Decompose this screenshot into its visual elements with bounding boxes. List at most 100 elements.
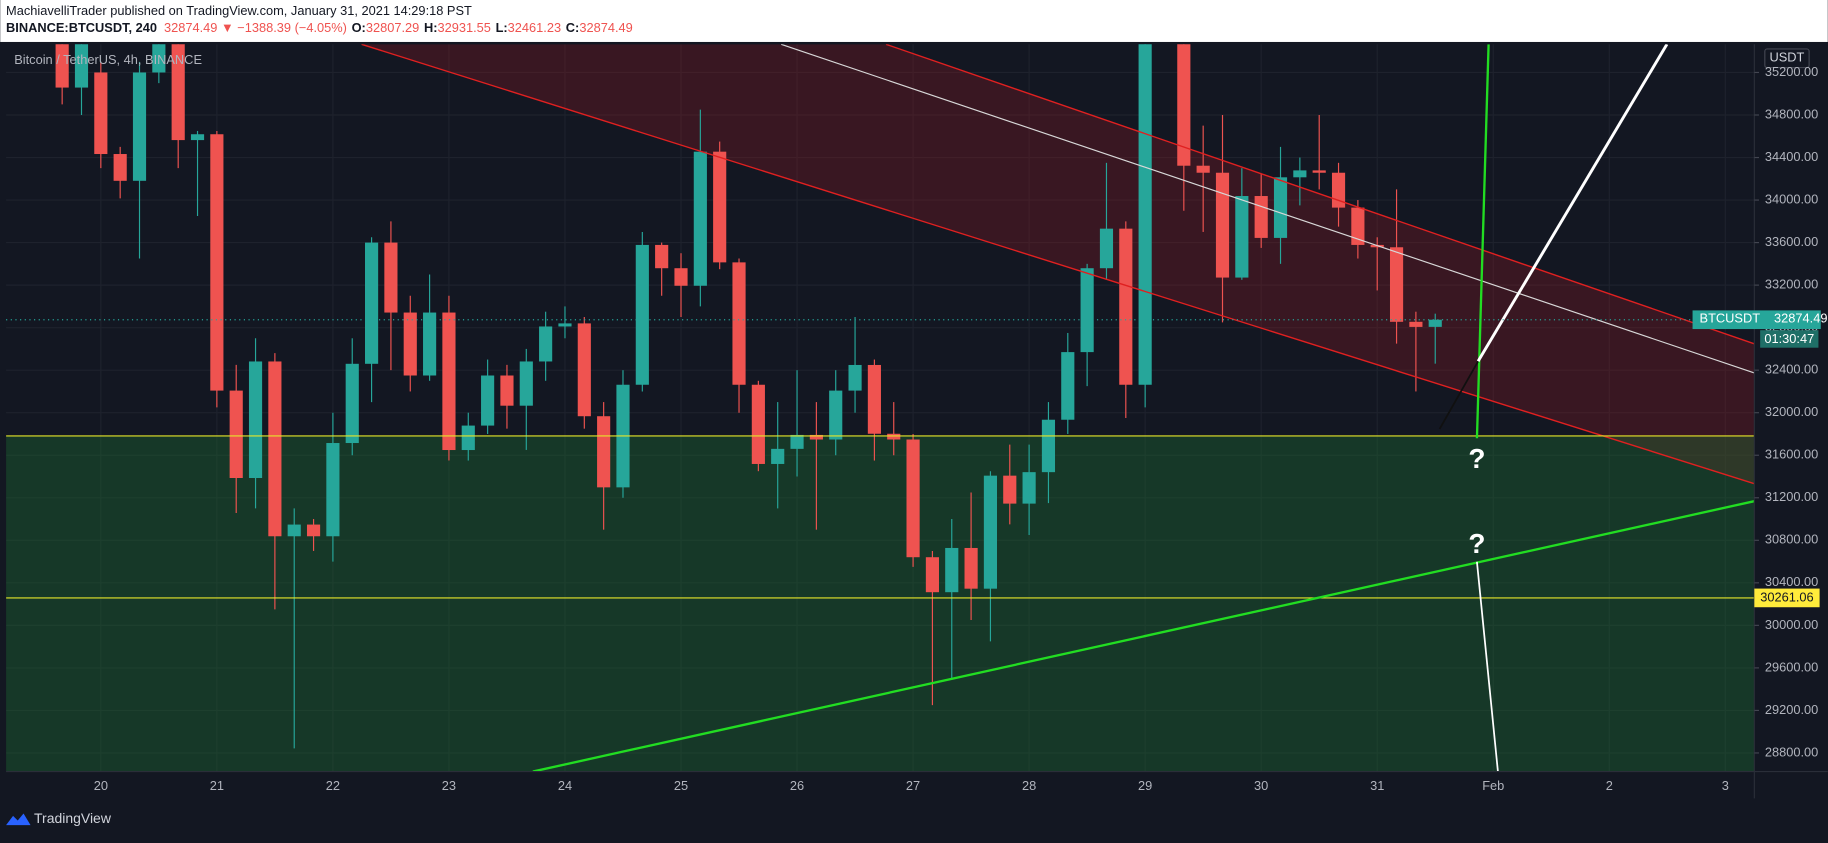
x-tick-label: 22 <box>326 778 340 793</box>
candle-body <box>248 361 263 478</box>
candle-body <box>925 557 939 593</box>
x-tick-label: 2 <box>1606 778 1613 793</box>
ohlc-label: L: <box>496 21 508 36</box>
candle-body <box>1138 44 1152 385</box>
candle-body <box>1196 165 1210 173</box>
y-tick-label: 33600.00 <box>1765 234 1818 249</box>
currency: USDT <box>1770 50 1805 65</box>
candle-body <box>1312 170 1326 173</box>
candle-body <box>500 375 514 406</box>
candle-body <box>693 151 707 286</box>
logo <box>6 813 31 826</box>
y-tick-label: 34800.00 <box>1765 106 1818 121</box>
candle-body <box>1099 228 1114 269</box>
candle-body <box>190 134 205 141</box>
ohlc-value: 32931.55 <box>437 21 490 36</box>
candle-body <box>1003 475 1017 504</box>
candle-body <box>790 434 804 449</box>
candle-body <box>674 268 688 286</box>
candle-body <box>55 44 69 88</box>
path-line <box>1476 561 1499 772</box>
candle-body <box>210 134 224 391</box>
annotation: ? <box>1468 528 1485 559</box>
candle-body <box>1428 319 1442 327</box>
x-tick-label: 31 <box>1370 778 1384 793</box>
y-tick-label: 30000.00 <box>1765 617 1818 632</box>
candle-body <box>1215 172 1230 278</box>
candle-body <box>751 384 765 464</box>
candle-body <box>519 361 533 406</box>
x-tick-label: 21 <box>210 778 224 793</box>
y-tick-label: 34400.00 <box>1765 149 1818 164</box>
candle-body <box>171 44 185 141</box>
candle-body <box>365 242 379 364</box>
ohlc-label: H: <box>424 21 438 36</box>
annotation: ? <box>1468 443 1485 474</box>
candle-body <box>597 416 611 488</box>
y-tick-label: 29600.00 <box>1765 659 1818 674</box>
candle-body <box>1177 44 1191 166</box>
candle-body <box>1022 472 1036 504</box>
candle-body <box>384 242 398 313</box>
candle-body <box>306 524 321 537</box>
candle-body <box>771 448 785 464</box>
x-tick-label: 24 <box>558 778 572 793</box>
change: 32874.49 ▼ −1388.39 (−4.05%) <box>164 21 347 36</box>
candle-body <box>558 323 572 327</box>
candle-body <box>461 425 475 451</box>
candle-body <box>229 390 243 478</box>
candle-body <box>809 434 823 440</box>
y-tick-label: 30800.00 <box>1765 532 1818 547</box>
currency-box <box>1764 48 1810 69</box>
path-line <box>1438 360 1479 430</box>
path-line <box>1476 44 1669 363</box>
candle-body <box>423 312 437 376</box>
candle-body <box>113 154 127 181</box>
candle-body <box>442 312 456 451</box>
brand: TradingView <box>34 810 112 826</box>
x-tick-label: 28 <box>1022 778 1036 793</box>
ohlc-label: O: <box>352 21 366 36</box>
y-tick-label: 28800.00 <box>1765 744 1818 759</box>
candle-body <box>1235 196 1249 278</box>
legend: Bitcoin / TetherUS, 4h, BINANCE <box>14 52 202 67</box>
candle-body <box>964 547 978 589</box>
candle-body <box>1293 170 1307 178</box>
candle-body <box>326 443 340 537</box>
countdown-box <box>1760 330 1819 348</box>
candle-body <box>481 375 495 426</box>
countdown: 01:30:47 <box>1764 331 1814 346</box>
price-tag <box>1692 310 1821 330</box>
x-tick-label: 26 <box>790 778 804 793</box>
header-line: MachiavelliTrader published on TradingVi… <box>6 3 472 18</box>
x-tick-label: 23 <box>442 778 456 793</box>
footer: TradingView <box>6 810 112 826</box>
y-tick-label: 29200.00 <box>1765 702 1818 717</box>
y-tick-label: 35200.00 <box>1765 64 1818 79</box>
candles <box>55 44 1442 749</box>
header-ohlc: BINANCE:BTCUSDT, 240 32874.49 ▼ −1388.39 … <box>6 21 633 36</box>
y-tick-label: 34000.00 <box>1765 191 1818 206</box>
candle-body <box>848 364 862 391</box>
x-tick-label: 3 <box>1722 778 1729 793</box>
x-tick-label: 30 <box>1254 778 1268 793</box>
candle-body <box>732 262 746 385</box>
x-tick-label: 20 <box>94 778 108 793</box>
price-tag-text: BTCUSDT 32874.49 <box>1700 311 1828 326</box>
level-label: 30261.06 <box>1760 589 1813 604</box>
level-tag <box>1754 588 1820 608</box>
candle-body <box>983 475 998 589</box>
ohlc-value: 32807.29 <box>366 21 419 36</box>
x-tick-label: 27 <box>906 778 920 793</box>
candle-body <box>655 244 669 269</box>
candle-body <box>906 439 920 558</box>
path-line <box>1475 44 1490 439</box>
ohlc-value: 32874.49 <box>579 21 632 36</box>
ohlc-label: C: <box>566 21 580 36</box>
tag-symbol: BTCUSDT <box>1700 311 1761 326</box>
candle-body <box>1254 196 1268 238</box>
y-tick-label: 30400.00 <box>1765 574 1818 589</box>
candle-body <box>287 524 301 537</box>
candle-body <box>1389 247 1404 322</box>
candle-body <box>945 547 959 593</box>
